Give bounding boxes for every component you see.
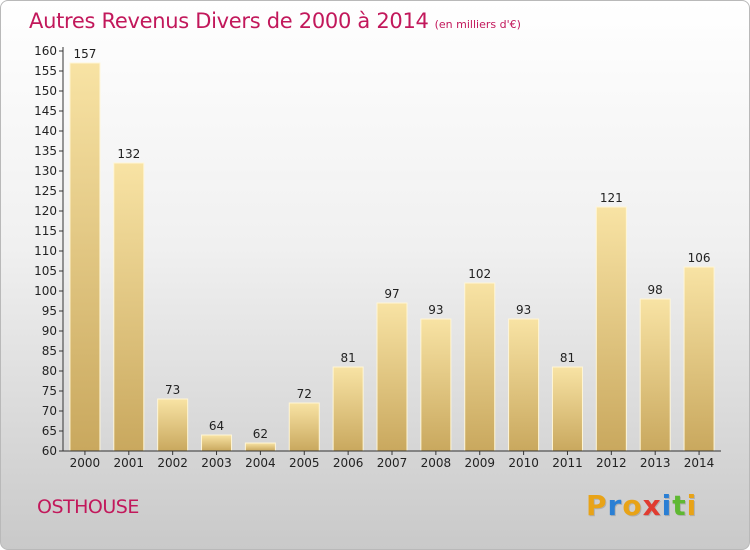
y-tick-label-150: 150 xyxy=(34,84,57,98)
brand-letter: i xyxy=(686,489,698,522)
x-tick-label-2010: 2010 xyxy=(508,456,539,470)
y-tick-label-75: 75 xyxy=(42,384,57,398)
axes-group: 60 65 70 75 80 85 90 95 100 105 110 115 120 125 130 135… xyxy=(34,44,721,470)
y-tick-label-100: 100 xyxy=(34,284,57,298)
brand-letter: i xyxy=(661,489,673,522)
data-label-2005: 72 xyxy=(297,387,312,401)
y-tick-label-85: 85 xyxy=(42,344,57,358)
data-label-2007: 97 xyxy=(384,287,399,301)
chart-unit: (en milliers d'€) xyxy=(434,18,521,31)
y-tick-label-130: 130 xyxy=(34,164,57,178)
x-tick-label-2011: 2011 xyxy=(552,456,583,470)
bar-2002[interactable] xyxy=(157,398,189,452)
x-tick-label-2006: 2006 xyxy=(333,456,364,470)
brand-letter: x xyxy=(642,489,662,522)
bar-2014[interactable] xyxy=(683,266,715,452)
x-tick-label-2014: 2014 xyxy=(684,456,715,470)
data-label-2002: 73 xyxy=(165,383,180,397)
bar-2007[interactable] xyxy=(376,302,408,452)
bar-2011[interactable] xyxy=(551,366,583,452)
bar-chart: 157 132 73 64 62 72 81 97 93 102 93 81 121 98 106 60 65… xyxy=(34,44,721,470)
data-labels-group: 157 132 73 64 62 72 81 97 93 102 93 81 121 98 106 xyxy=(73,47,710,441)
data-label-2003: 64 xyxy=(209,419,224,433)
brand-letter: P xyxy=(586,489,608,522)
y-tick-label-90: 90 xyxy=(42,324,57,338)
y-tick-label-145: 145 xyxy=(34,104,57,118)
y-tick-label-160: 160 xyxy=(34,44,57,58)
y-tick-label-125: 125 xyxy=(34,184,57,198)
y-tick-label-110: 110 xyxy=(34,244,57,258)
data-label-2006: 81 xyxy=(340,351,355,365)
x-tick-label-2008: 2008 xyxy=(421,456,452,470)
x-tick-label-2003: 2003 xyxy=(201,456,232,470)
x-tick-label-2001: 2001 xyxy=(114,456,145,470)
x-tick-label-2013: 2013 xyxy=(640,456,671,470)
bar-2001[interactable] xyxy=(113,162,145,452)
brand-letter: o xyxy=(622,489,643,522)
y-tick-label-95: 95 xyxy=(42,304,57,318)
brand-letter: t xyxy=(672,489,687,522)
bar-2012[interactable] xyxy=(595,206,627,452)
x-tick-label-2002: 2002 xyxy=(157,456,188,470)
data-label-2012: 121 xyxy=(600,191,623,205)
data-label-2009: 102 xyxy=(468,267,491,281)
bar-2000[interactable] xyxy=(69,62,101,452)
bar-2008[interactable] xyxy=(420,318,452,452)
bar-2004[interactable] xyxy=(244,442,276,452)
y-tick-label-120: 120 xyxy=(34,204,57,218)
y-tick-label-155: 155 xyxy=(34,64,57,78)
x-tick-label-2007: 2007 xyxy=(377,456,408,470)
proxiti-logo[interactable]: Proxiti xyxy=(586,489,697,522)
bar-2006[interactable] xyxy=(332,366,364,452)
location-name: OSTHOUSE xyxy=(37,496,139,518)
brand-letter: r xyxy=(607,489,623,522)
x-tick-label-2005: 2005 xyxy=(289,456,320,470)
chart-title-text: Autres Revenus Divers de 2000 à 2014 xyxy=(29,9,429,33)
x-tick-label-2009: 2009 xyxy=(464,456,495,470)
data-label-2013: 98 xyxy=(648,283,663,297)
bar-2013[interactable] xyxy=(639,298,671,452)
chart-title: Autres Revenus Divers de 2000 à 2014 (en … xyxy=(29,9,521,33)
bar-2009[interactable] xyxy=(464,282,496,452)
data-label-2010: 93 xyxy=(516,303,531,317)
data-label-2014: 106 xyxy=(688,251,711,265)
y-tick-label-115: 115 xyxy=(34,224,57,238)
data-label-2000: 157 xyxy=(73,47,96,61)
y-tick-label-140: 140 xyxy=(34,124,57,138)
bar-2005[interactable] xyxy=(288,402,320,452)
data-label-2011: 81 xyxy=(560,351,575,365)
y-tick-label-65: 65 xyxy=(42,424,57,438)
y-tick-label-80: 80 xyxy=(42,364,57,378)
bar-2003[interactable] xyxy=(201,434,233,452)
bar-2010[interactable] xyxy=(508,318,540,452)
x-tick-label-2004: 2004 xyxy=(245,456,276,470)
data-label-2008: 93 xyxy=(428,303,443,317)
y-tick-label-70: 70 xyxy=(42,404,57,418)
x-tick-label-2012: 2012 xyxy=(596,456,627,470)
bars-group xyxy=(69,62,715,452)
y-tick-label-60: 60 xyxy=(42,444,57,458)
y-tick-label-135: 135 xyxy=(34,144,57,158)
x-tick-label-2000: 2000 xyxy=(70,456,101,470)
y-tick-label-105: 105 xyxy=(34,264,57,278)
data-label-2004: 62 xyxy=(253,427,268,441)
data-label-2001: 132 xyxy=(117,147,140,161)
